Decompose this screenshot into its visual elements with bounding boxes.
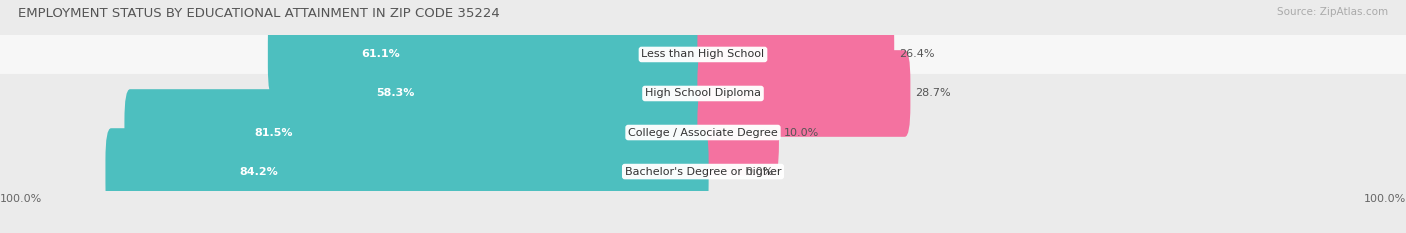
Text: Bachelor's Degree or higher: Bachelor's Degree or higher [624,167,782,177]
Text: 81.5%: 81.5% [254,127,292,137]
FancyBboxPatch shape [0,0,1406,152]
FancyBboxPatch shape [125,89,709,176]
Text: 10.0%: 10.0% [785,127,820,137]
Text: 84.2%: 84.2% [239,167,278,177]
Text: 100.0%: 100.0% [0,194,42,204]
FancyBboxPatch shape [288,50,709,137]
Text: 61.1%: 61.1% [361,49,401,59]
Text: 100.0%: 100.0% [1364,194,1406,204]
FancyBboxPatch shape [0,35,1406,230]
Text: Source: ZipAtlas.com: Source: ZipAtlas.com [1277,7,1388,17]
FancyBboxPatch shape [0,0,1406,191]
FancyBboxPatch shape [0,74,1406,233]
Text: 58.3%: 58.3% [377,89,415,99]
FancyBboxPatch shape [697,50,911,137]
FancyBboxPatch shape [269,11,709,98]
Text: Less than High School: Less than High School [641,49,765,59]
Text: 26.4%: 26.4% [900,49,935,59]
Text: 28.7%: 28.7% [915,89,950,99]
FancyBboxPatch shape [697,11,894,98]
Text: College / Associate Degree: College / Associate Degree [628,127,778,137]
Text: EMPLOYMENT STATUS BY EDUCATIONAL ATTAINMENT IN ZIP CODE 35224: EMPLOYMENT STATUS BY EDUCATIONAL ATTAINM… [18,7,501,20]
FancyBboxPatch shape [697,89,779,176]
Text: High School Diploma: High School Diploma [645,89,761,99]
Legend: In Labor Force, Unemployed: In Labor Force, Unemployed [603,232,803,233]
FancyBboxPatch shape [105,128,709,215]
Text: 0.0%: 0.0% [745,167,773,177]
